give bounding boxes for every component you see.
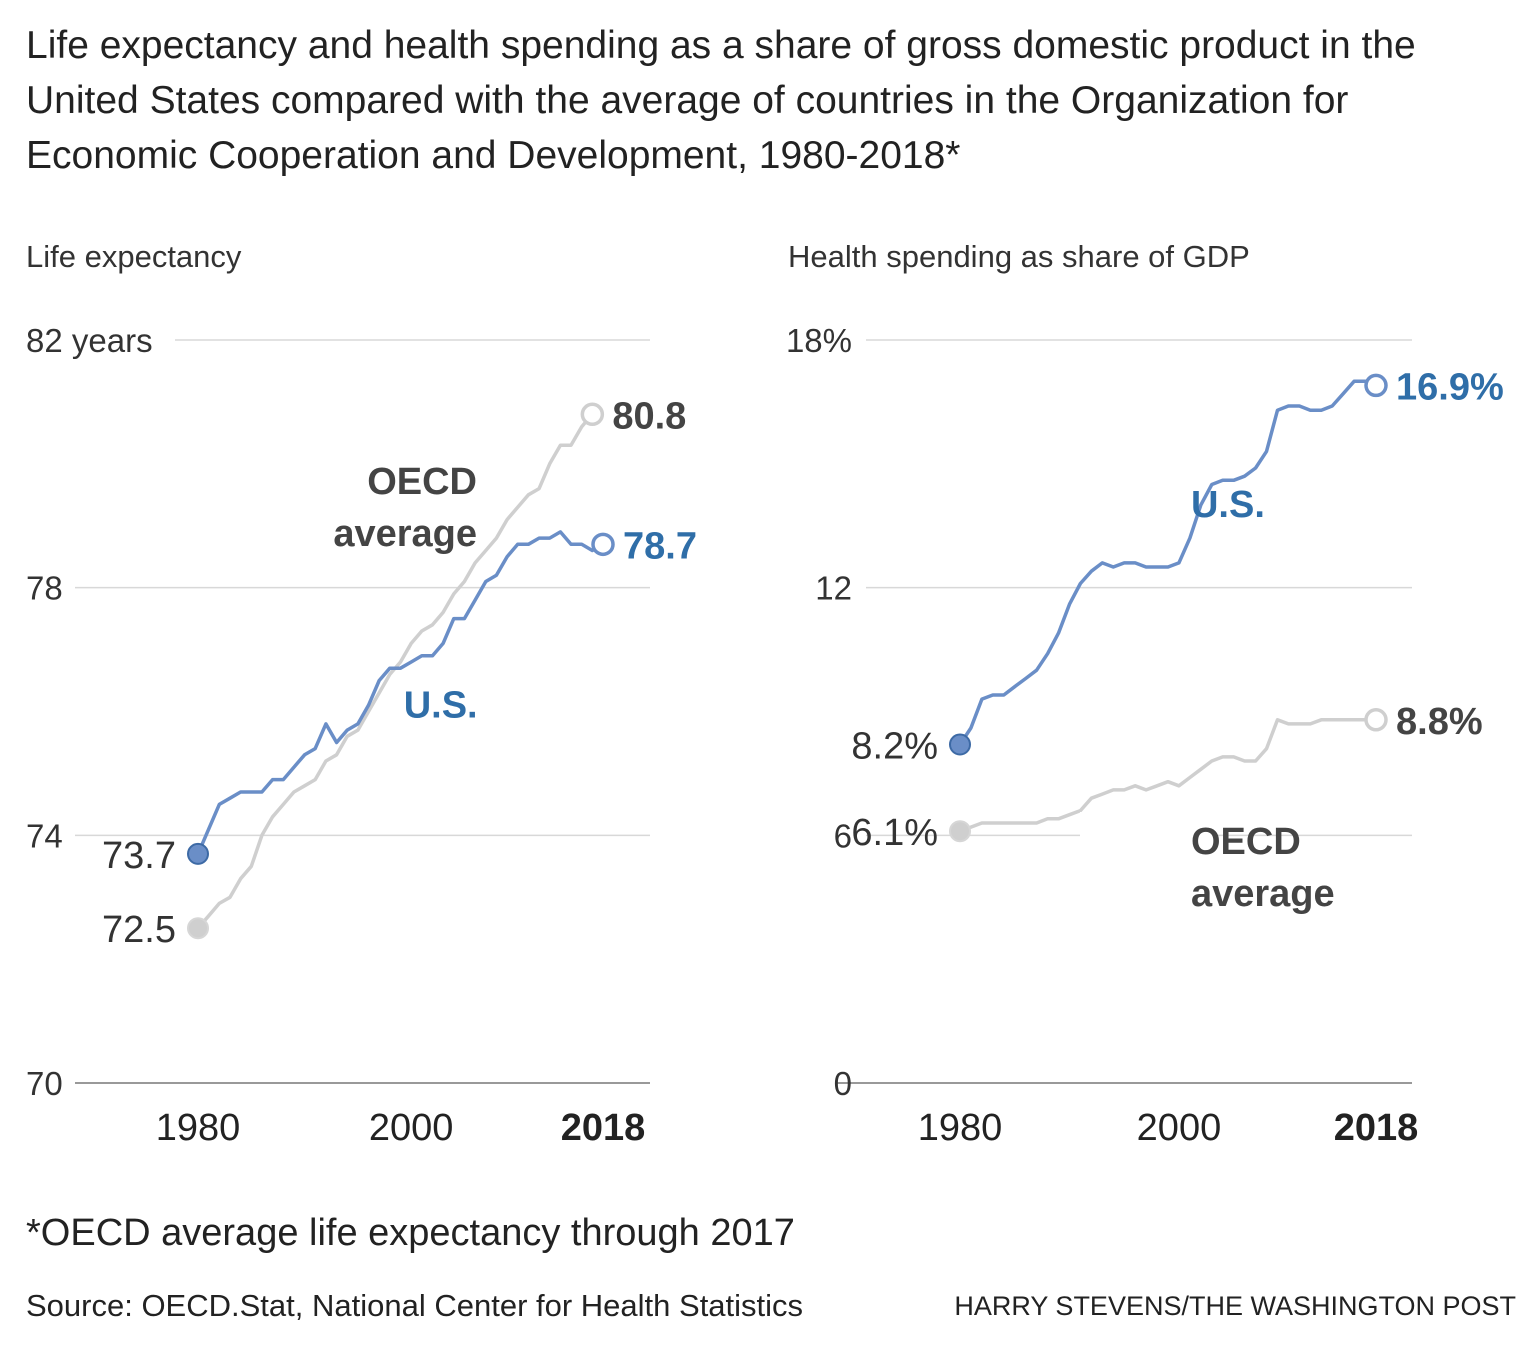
x-tick-label: 2000 [369, 1107, 454, 1149]
oecd-end-marker [1364, 708, 1388, 732]
life-expectancy-x-ticks: 1980 2000 2018 [156, 1107, 646, 1149]
us-spending-start-label: 8.2% [851, 726, 938, 768]
health-spending-gridlines [837, 339, 1412, 1084]
x-tick-label: 2018 [1334, 1107, 1419, 1149]
us-line [958, 379, 1377, 746]
oecd-line [959, 718, 1376, 833]
charts-canvas: Life expectancy 70 74 78 82 years 1980 2000 2… [26, 239, 1504, 1149]
us-start-marker [187, 842, 209, 865]
health-spending-markers [949, 373, 1388, 843]
label-background [1080, 812, 1215, 860]
life-expectancy-markers [187, 402, 615, 940]
oecd-start-marker [949, 820, 971, 843]
health-spending-x-ticks: 1980 2000 2018 [918, 1107, 1419, 1149]
us-end-marker [591, 532, 615, 557]
us-end-marker [1364, 373, 1388, 398]
oecd-spending-start-label: 6.1% [851, 812, 938, 854]
us-spending-end-label: 16.9% [1396, 366, 1504, 408]
health-spending-subtitle: Health spending as share of GDP [788, 239, 1250, 274]
y-tick-label: 74 [26, 817, 63, 854]
oecd-life-series-label-line1: OECD [367, 461, 477, 503]
oecd-spending-series-label-line2: average [1191, 873, 1335, 915]
footnote: *OECD average life expectancy through 20… [26, 1212, 795, 1254]
us-spending-series-label: U.S. [1191, 484, 1265, 526]
us-life-series-label: U.S. [404, 684, 478, 726]
life-expectancy-subtitle: Life expectancy [26, 239, 242, 274]
us-life-end-label: 78.7 [623, 525, 697, 567]
life-expectancy-y-ticks: 70 74 78 82 years [26, 322, 153, 1102]
y-tick-label: 70 [26, 1065, 63, 1102]
x-tick-label: 2018 [561, 1107, 646, 1149]
oecd-end-marker [580, 402, 605, 427]
y-tick-label: 6 [834, 817, 852, 854]
health-spending-panel: Health spending as share of GDP 061218% … [786, 239, 1504, 1149]
oecd-start-marker [187, 917, 209, 940]
x-tick-label: 2000 [1137, 1107, 1222, 1149]
y-tick-label: 0 [834, 1065, 852, 1102]
oecd-life-end-label: 80.8 [612, 395, 686, 437]
us-start-marker [949, 733, 971, 756]
y-tick-label: 12 [815, 570, 852, 607]
oecd-life-start-label: 72.5 [102, 909, 176, 951]
health-spending-y-ticks: 0 6 12 18% [786, 322, 852, 1102]
y-tick-label: 18% [786, 322, 852, 359]
life-expectancy-gridlines [75, 339, 650, 1084]
credit-line: HARRY STEVENS/THE WASHINGTON POST [954, 1291, 1516, 1321]
life-expectancy-lines [196, 413, 604, 930]
oecd-spending-end-label: 8.8% [1396, 701, 1483, 743]
y-tick-label: 82 years [26, 322, 153, 359]
us-line [196, 530, 604, 855]
oecd-spending-series-label-line1: OECD [1191, 821, 1301, 863]
source-note: Source: OECD.Stat, National Center for H… [26, 1288, 804, 1323]
oecd-life-series-label-line2: average [333, 513, 477, 555]
chart-title: Life expectancy and health spending as a… [26, 24, 1416, 177]
health-spending-lines [958, 379, 1377, 860]
y-tick-label: 78 [26, 570, 63, 607]
x-tick-label: 1980 [156, 1107, 241, 1149]
life-expectancy-panel: Life expectancy 70 74 78 82 years 1980 2000 2… [26, 239, 697, 1149]
us-life-start-label: 73.7 [102, 835, 176, 877]
x-tick-label: 1980 [918, 1107, 1003, 1149]
